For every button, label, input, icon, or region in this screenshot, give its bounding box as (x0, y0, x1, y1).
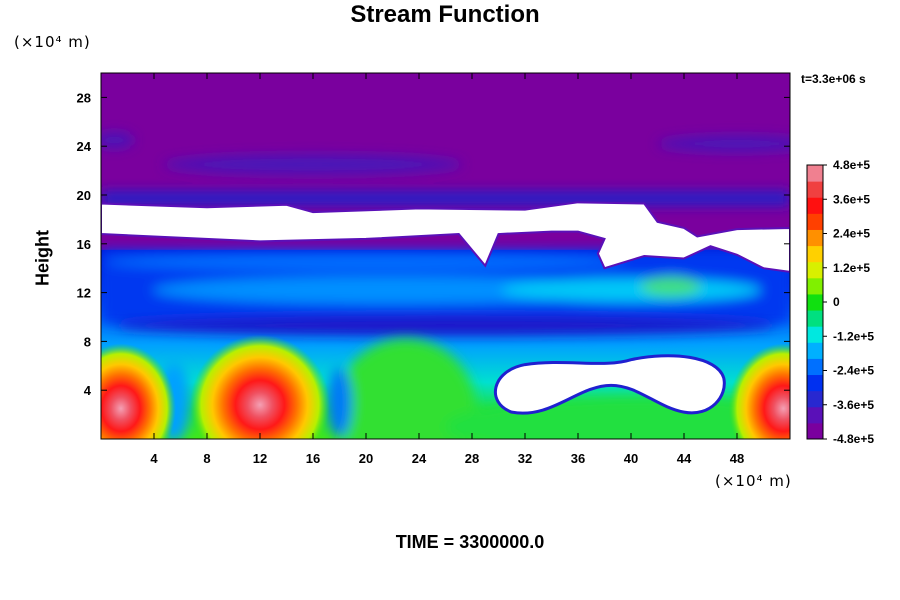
colorbar-tick-label: 3.6e+5 (833, 192, 870, 206)
y-tick-label: 4 (84, 383, 92, 398)
colorbar: 4.8e+5 3.6e+5 2.4e+5 1.2e+5 0 -1.2e+5 -2.4e+5 -… (806, 158, 874, 446)
upper-level-bands (101, 132, 790, 206)
high-pressure-center (101, 343, 176, 439)
colorbar-swatch (807, 181, 823, 198)
colorbar-swatch (807, 213, 823, 230)
band (501, 278, 761, 303)
band (106, 254, 626, 271)
x-tick-label: 16 (306, 451, 320, 466)
colorbar-swatch (807, 261, 823, 279)
colorbar-swatch (807, 293, 823, 311)
out-of-range-band (101, 201, 790, 273)
y-tick-label: 12 (77, 286, 91, 301)
x-tick-label: 28 (465, 451, 479, 466)
x-tick-label: 32 (518, 451, 532, 466)
band (115, 315, 776, 336)
x-tick-label: 8 (203, 451, 210, 466)
high-pressure-center (728, 343, 790, 439)
y-tick-label: 8 (84, 334, 91, 349)
plot-frame (100, 72, 791, 440)
y-tick-label: 28 (77, 90, 91, 105)
colorbar-swatch (807, 229, 823, 247)
colorbar-tick-label: -4.8e+5 (833, 432, 874, 446)
colorbar-swatch (807, 390, 823, 408)
band (101, 132, 135, 149)
colorbar-tick-label: -1.2e+5 (833, 329, 874, 343)
colorbar-tick-label: -3.6e+5 (833, 398, 874, 412)
colorbar-tick-label: 2.4e+5 (833, 227, 870, 241)
colorbar-tick-label: 4.8e+5 (833, 158, 870, 172)
colorbar-swatch (807, 422, 823, 440)
colorbar-swatch (807, 245, 823, 263)
colorbar-swatch (807, 310, 823, 327)
band (163, 154, 463, 175)
x-tick-label: 36 (571, 451, 585, 466)
x-tick-label: 12 (253, 451, 267, 466)
chart-title: Stream Function (350, 1, 540, 28)
x-tick-label: 20 (359, 451, 373, 466)
colorbar-tick-label: 1.2e+5 (833, 261, 870, 275)
band (657, 135, 790, 152)
timestamp-label: t=3.3e+06 s (801, 72, 866, 86)
colorbar-swatch (807, 197, 823, 214)
x-tick-label: 24 (412, 451, 427, 466)
x-tick-label: 44 (677, 451, 692, 466)
time-footer: TIME = 3300000.0 (395, 532, 545, 552)
colorbar-swatch (807, 342, 823, 359)
band (335, 338, 476, 439)
x-tick-label: 48 (730, 451, 744, 466)
x-tick-label: 4 (150, 451, 158, 466)
band (327, 367, 352, 438)
colorbar-swatch (807, 277, 823, 295)
x-axis-unit: (×10⁴ m) (715, 472, 792, 490)
colorbar-tick-label: -2.4e+5 (833, 364, 874, 378)
colorbar-swatch (807, 406, 823, 424)
x-tick-label: 40 (624, 451, 638, 466)
colorbar-swatch (807, 326, 823, 343)
band (101, 191, 790, 206)
y-tick-label: 24 (77, 139, 92, 154)
y-tick-label: 20 (77, 188, 91, 203)
high-pressure-center (190, 334, 330, 439)
colorbar-swatch (807, 165, 823, 182)
colorbar-swatch (807, 374, 823, 392)
band (640, 276, 701, 297)
out-of-range-region (493, 354, 726, 415)
mid-level-bands (101, 249, 790, 336)
y-axis-unit: (×10⁴ m) (14, 33, 91, 51)
y-tick-label: 16 (77, 237, 91, 252)
heatmap-field (101, 73, 790, 439)
colorbar-swatch (807, 358, 823, 376)
band (152, 276, 633, 305)
colorbar-tick-label: 0 (833, 295, 840, 309)
